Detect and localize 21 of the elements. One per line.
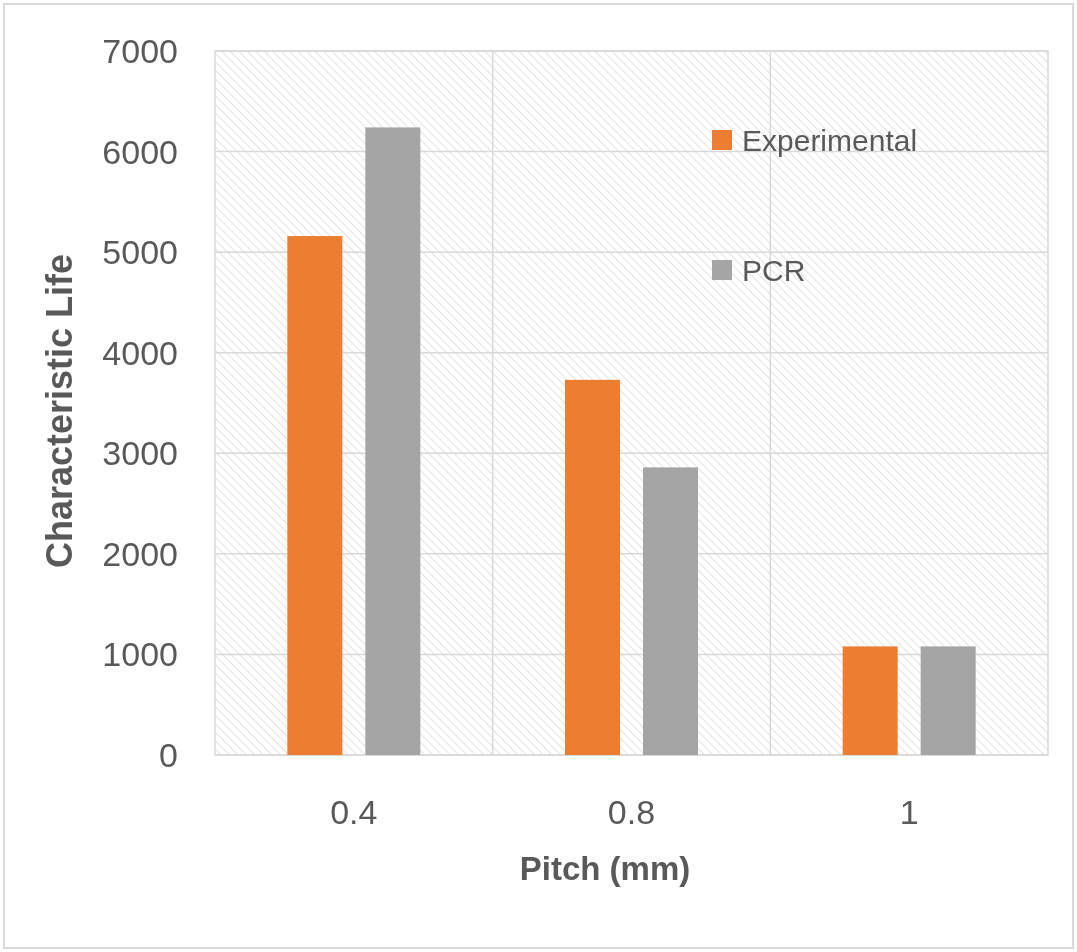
bar (643, 467, 698, 755)
bar (365, 127, 421, 755)
y-axis-title: Characteristic Life (39, 253, 80, 569)
bar (920, 646, 976, 755)
bar (842, 646, 898, 755)
x-tick-label: 0.4 (330, 793, 378, 831)
x-axis-title: Pitch (mm) (519, 850, 691, 887)
y-tick-label: 6000 (102, 132, 178, 171)
x-tick-label: 1 (899, 793, 919, 831)
legend-label: Experimental (742, 123, 918, 157)
y-tick-label: 2000 (102, 534, 178, 573)
bar (565, 379, 620, 755)
y-tick-label: 5000 (102, 233, 178, 272)
y-tick-label: 4000 (102, 333, 178, 372)
x-tick-label: 0.8 (607, 793, 656, 831)
legend-label: PCR (742, 253, 806, 287)
y-tick-label: 7000 (102, 32, 178, 70)
y-tick-label: 0 (159, 736, 178, 774)
bar (287, 236, 343, 755)
y-tick-label: 1000 (102, 635, 178, 674)
y-tick-label: 3000 (102, 434, 178, 473)
